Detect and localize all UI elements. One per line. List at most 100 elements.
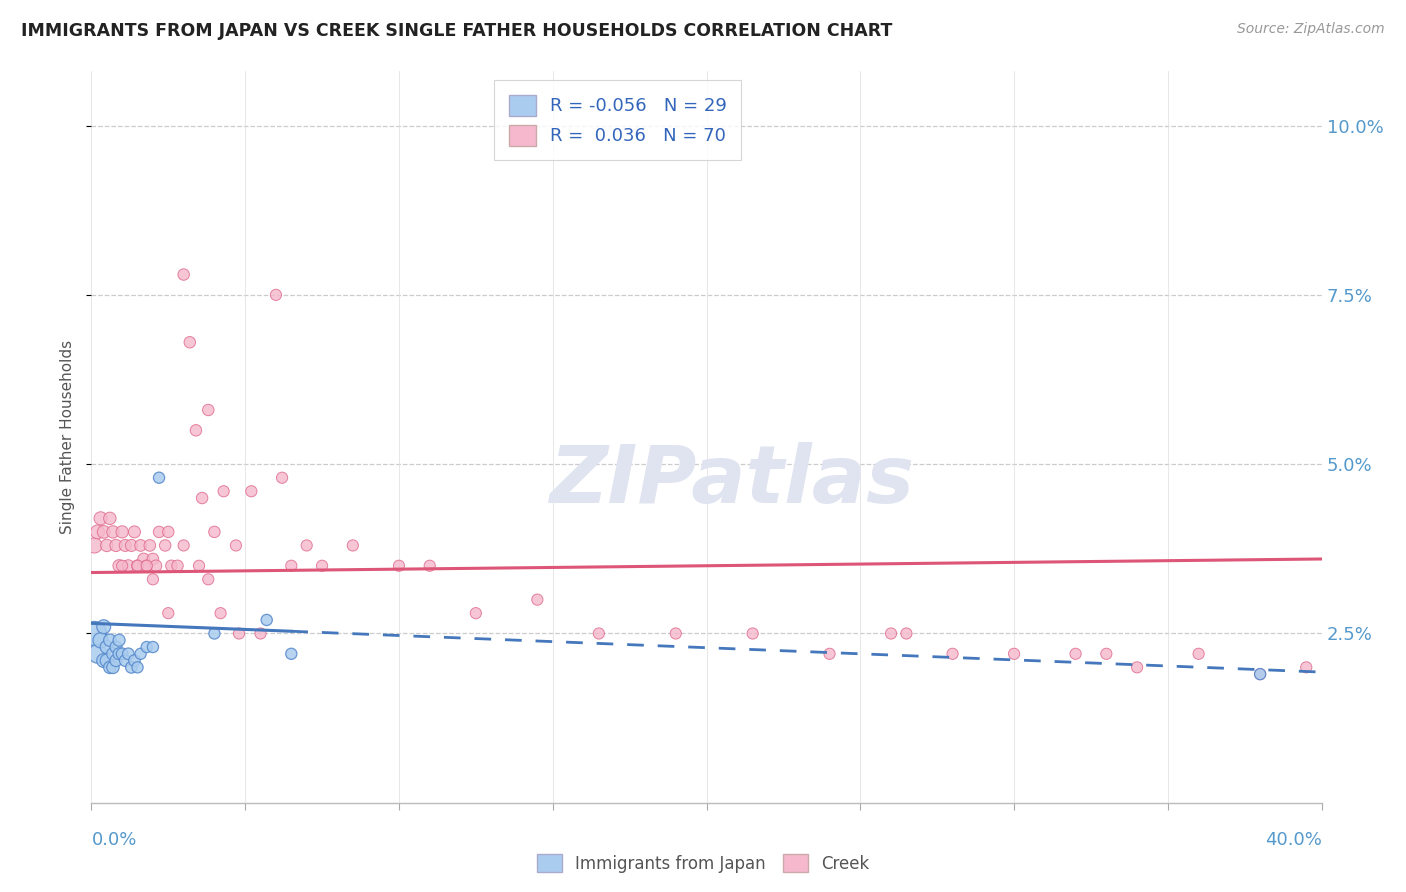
Point xyxy=(942,647,965,661)
Point xyxy=(98,660,121,674)
Point xyxy=(124,654,146,668)
Point xyxy=(1064,647,1087,661)
Point xyxy=(880,626,903,640)
Point xyxy=(184,423,207,437)
Point xyxy=(86,647,108,661)
Point xyxy=(188,558,211,573)
Point xyxy=(228,626,250,640)
Point xyxy=(105,654,127,668)
Point xyxy=(225,538,247,552)
Point xyxy=(142,640,165,654)
Point xyxy=(209,606,232,620)
Point xyxy=(1187,647,1209,661)
Point xyxy=(101,524,124,539)
Point xyxy=(120,538,142,552)
Point xyxy=(135,558,157,573)
Point xyxy=(120,660,142,674)
Point xyxy=(818,647,841,661)
Point xyxy=(197,403,219,417)
Point xyxy=(117,558,139,573)
Point xyxy=(173,538,195,552)
Point xyxy=(135,558,157,573)
Point xyxy=(105,640,127,654)
Point xyxy=(202,626,225,640)
Text: IMMIGRANTS FROM JAPAN VS CREEK SINGLE FATHER HOUSEHOLDS CORRELATION CHART: IMMIGRANTS FROM JAPAN VS CREEK SINGLE FA… xyxy=(21,22,893,40)
Point xyxy=(129,538,152,552)
Point xyxy=(1095,647,1118,661)
Point xyxy=(98,633,121,648)
Point xyxy=(153,538,177,552)
Point xyxy=(96,538,118,552)
Point xyxy=(249,626,271,640)
Point xyxy=(93,524,115,539)
Point xyxy=(124,524,146,539)
Point xyxy=(148,471,170,485)
Point xyxy=(191,491,214,505)
Point xyxy=(202,524,225,539)
Point xyxy=(388,558,411,573)
Y-axis label: Single Father Households: Single Father Households xyxy=(60,340,76,534)
Point xyxy=(101,660,124,674)
Point xyxy=(98,511,121,525)
Point xyxy=(157,606,180,620)
Point xyxy=(108,647,131,661)
Point xyxy=(142,552,165,566)
Point xyxy=(135,640,157,654)
Point xyxy=(111,558,134,573)
Point xyxy=(96,654,118,668)
Point xyxy=(464,606,486,620)
Point xyxy=(665,626,688,640)
Point xyxy=(271,471,294,485)
Text: 40.0%: 40.0% xyxy=(1265,831,1322,849)
Point xyxy=(105,538,127,552)
Point xyxy=(96,640,118,654)
Text: Source: ZipAtlas.com: Source: ZipAtlas.com xyxy=(1237,22,1385,37)
Point xyxy=(127,660,149,674)
Point xyxy=(256,613,278,627)
Point xyxy=(1295,660,1317,674)
Point xyxy=(280,647,302,661)
Point xyxy=(90,511,112,525)
Point xyxy=(83,626,105,640)
Point xyxy=(157,524,180,539)
Point xyxy=(264,288,287,302)
Point xyxy=(160,558,183,573)
Point xyxy=(108,558,131,573)
Point xyxy=(127,558,149,573)
Point xyxy=(311,558,333,573)
Point xyxy=(132,552,155,566)
Point xyxy=(212,484,235,499)
Point xyxy=(1249,667,1271,681)
Point xyxy=(86,524,108,539)
Point xyxy=(139,538,162,552)
Point xyxy=(240,484,263,499)
Point xyxy=(342,538,364,552)
Point xyxy=(197,572,219,586)
Point xyxy=(1002,647,1025,661)
Point xyxy=(1249,667,1271,681)
Point xyxy=(90,633,112,648)
Legend: Immigrants from Japan, Creek: Immigrants from Japan, Creek xyxy=(530,847,876,880)
Point xyxy=(93,654,115,668)
Point xyxy=(148,524,170,539)
Point xyxy=(83,538,105,552)
Point xyxy=(173,268,195,282)
Point xyxy=(117,647,139,661)
Point xyxy=(145,558,167,573)
Text: 0.0%: 0.0% xyxy=(91,831,136,849)
Legend: R = -0.056   N = 29, R =  0.036   N = 70: R = -0.056 N = 29, R = 0.036 N = 70 xyxy=(494,80,741,160)
Point xyxy=(93,620,115,634)
Point xyxy=(101,647,124,661)
Point xyxy=(295,538,318,552)
Point xyxy=(142,572,165,586)
Point xyxy=(526,592,548,607)
Point xyxy=(111,524,134,539)
Text: ZIPatlas: ZIPatlas xyxy=(548,442,914,520)
Point xyxy=(179,335,201,350)
Point xyxy=(588,626,610,640)
Point xyxy=(1126,660,1149,674)
Point xyxy=(114,538,136,552)
Point xyxy=(111,647,134,661)
Point xyxy=(280,558,302,573)
Point xyxy=(127,558,149,573)
